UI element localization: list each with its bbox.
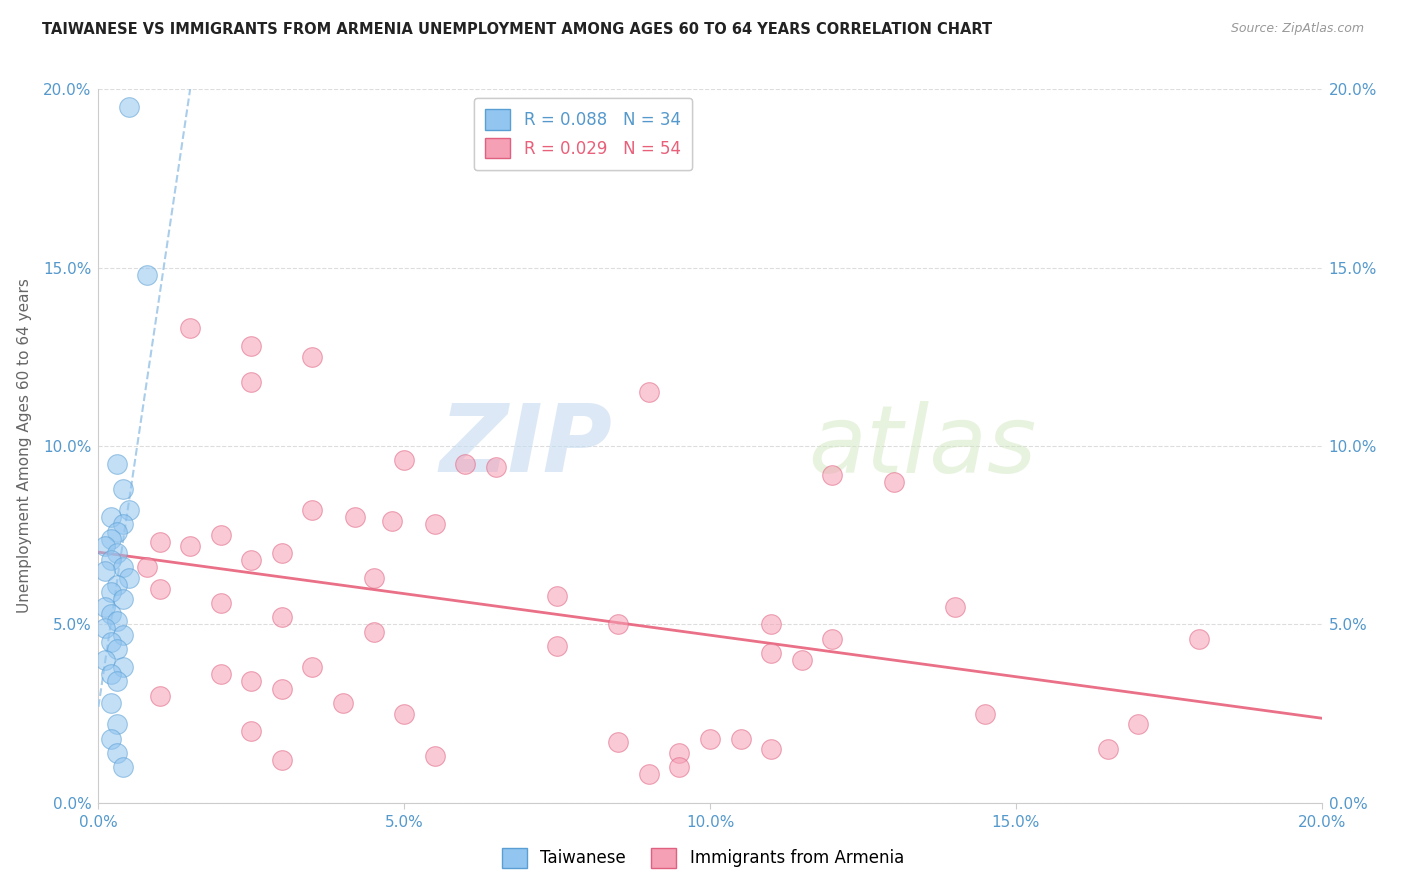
- Point: [93, 621, 115, 635]
- Point: [105, 746, 128, 760]
- Point: [111, 592, 134, 607]
- Point: [270, 546, 292, 560]
- Point: [344, 510, 367, 524]
- Point: [270, 753, 292, 767]
- Point: [179, 321, 201, 335]
- Point: [111, 660, 134, 674]
- Point: [790, 653, 813, 667]
- Point: [93, 599, 115, 614]
- Point: [454, 457, 477, 471]
- Text: TAIWANESE VS IMMIGRANTS FROM ARMENIA UNEMPLOYMENT AMONG AGES 60 TO 64 YEARS CORR: TAIWANESE VS IMMIGRANTS FROM ARMENIA UNE…: [42, 22, 993, 37]
- Point: [136, 560, 159, 574]
- Text: Source: ZipAtlas.com: Source: ZipAtlas.com: [1230, 22, 1364, 36]
- Point: [363, 624, 385, 639]
- Point: [821, 632, 844, 646]
- Point: [240, 553, 263, 567]
- Point: [730, 731, 752, 746]
- Point: [100, 667, 122, 681]
- Legend: R = 0.088   N = 34, R = 0.029   N = 54: R = 0.088 N = 34, R = 0.029 N = 54: [474, 97, 692, 169]
- Point: [668, 760, 690, 774]
- Point: [301, 660, 323, 674]
- Point: [111, 482, 134, 496]
- Point: [943, 599, 966, 614]
- Point: [100, 607, 122, 621]
- Point: [485, 460, 508, 475]
- Point: [105, 717, 128, 731]
- Point: [546, 589, 568, 603]
- Point: [111, 760, 134, 774]
- Point: [637, 767, 661, 781]
- Point: [392, 453, 416, 467]
- Point: [100, 635, 122, 649]
- Point: [759, 742, 782, 756]
- Point: [100, 585, 122, 599]
- Point: [100, 532, 122, 546]
- Legend: Taiwanese, Immigrants from Armenia: Taiwanese, Immigrants from Armenia: [495, 841, 911, 875]
- Point: [93, 653, 115, 667]
- Point: [111, 560, 134, 574]
- Point: [149, 689, 172, 703]
- Point: [301, 503, 323, 517]
- Point: [1188, 632, 1211, 646]
- Point: [301, 350, 323, 364]
- Point: [1097, 742, 1119, 756]
- Point: [136, 268, 159, 282]
- Point: [111, 628, 134, 642]
- Point: [637, 385, 661, 400]
- Point: [105, 578, 128, 592]
- Point: [240, 375, 263, 389]
- Point: [105, 524, 128, 539]
- Point: [118, 503, 141, 517]
- Point: [270, 610, 292, 624]
- Point: [759, 617, 782, 632]
- Point: [883, 475, 905, 489]
- Point: [974, 706, 997, 721]
- Point: [105, 546, 128, 560]
- Point: [240, 724, 263, 739]
- Point: [111, 517, 134, 532]
- Point: [332, 696, 354, 710]
- Point: [423, 749, 446, 764]
- Point: [546, 639, 568, 653]
- Point: [699, 731, 721, 746]
- Point: [270, 681, 292, 696]
- Point: [105, 642, 128, 657]
- Point: [149, 535, 172, 549]
- Point: [209, 596, 232, 610]
- Point: [100, 696, 122, 710]
- Point: [381, 514, 404, 528]
- Point: [607, 617, 630, 632]
- Point: [105, 457, 128, 471]
- Point: [1128, 717, 1150, 731]
- Point: [759, 646, 782, 660]
- Point: [100, 510, 122, 524]
- Text: atlas: atlas: [808, 401, 1036, 491]
- Point: [100, 731, 122, 746]
- Point: [93, 539, 115, 553]
- Point: [240, 674, 263, 689]
- Point: [105, 614, 128, 628]
- Point: [668, 746, 690, 760]
- Point: [93, 564, 115, 578]
- Point: [118, 100, 141, 114]
- Point: [392, 706, 416, 721]
- Point: [240, 339, 263, 353]
- Point: [105, 674, 128, 689]
- Point: [179, 539, 201, 553]
- Point: [149, 582, 172, 596]
- Point: [118, 571, 141, 585]
- Point: [209, 667, 232, 681]
- Y-axis label: Unemployment Among Ages 60 to 64 years: Unemployment Among Ages 60 to 64 years: [17, 278, 32, 614]
- Point: [100, 553, 122, 567]
- Text: ZIP: ZIP: [439, 400, 612, 492]
- Point: [423, 517, 446, 532]
- Point: [209, 528, 232, 542]
- Point: [363, 571, 385, 585]
- Point: [607, 735, 630, 749]
- Point: [821, 467, 844, 482]
